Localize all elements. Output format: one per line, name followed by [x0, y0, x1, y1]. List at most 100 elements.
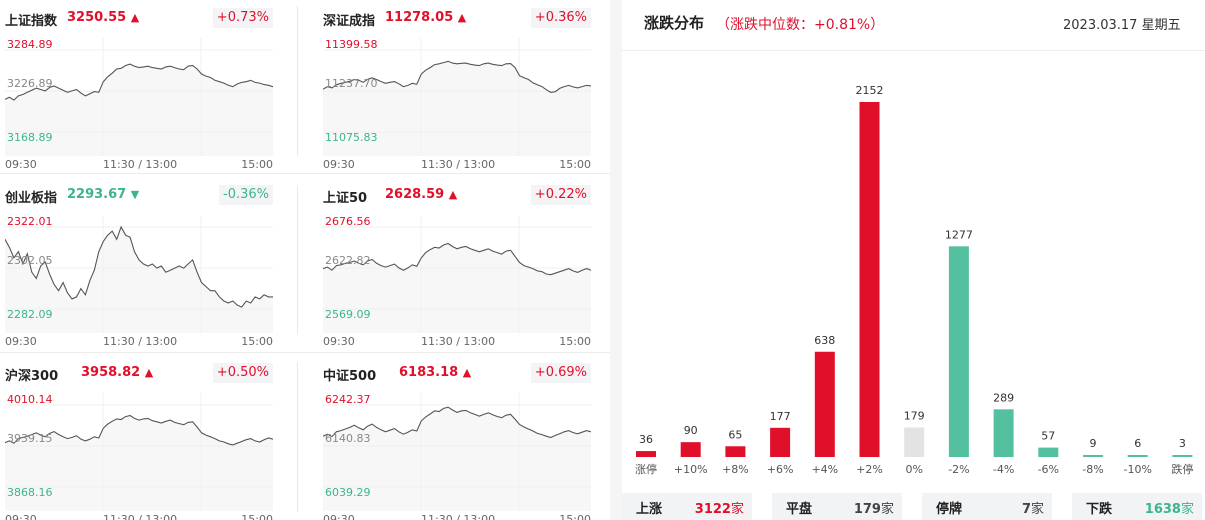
time-close-label: 15:00: [241, 335, 273, 348]
index-name: 中证500: [323, 369, 377, 384]
y-min-label: 3168.89: [7, 131, 53, 144]
distribution-bar: [904, 427, 925, 457]
distribution-bar: [1127, 455, 1148, 457]
y-mid-label: 2302.05: [7, 254, 53, 267]
index-name: 深证成指: [323, 14, 376, 29]
down-arrow-icon: ▼: [130, 188, 140, 201]
time-axis: 09:30 11:30 / 13:00 15:00: [5, 513, 273, 520]
index-card[interactable]: 上证50 2628.59 ▲ +0.22% 2676.56 2622.82 25…: [323, 185, 591, 355]
section-divider: [610, 0, 622, 520]
bar-value-label: 57: [1041, 430, 1055, 443]
time-close-label: 15:00: [559, 158, 591, 171]
index-header: 中证500 6183.18 ▲ +0.69%: [323, 363, 591, 387]
category-label: 涨停: [635, 462, 657, 476]
index-header: 上证50 2628.59 ▲ +0.22%: [323, 185, 591, 209]
summary-suspended-count: 7家: [1021, 502, 1044, 517]
time-axis: 09:30 11:30 / 13:00 15:00: [5, 158, 273, 174]
summary-flat-label: 平盘: [786, 502, 813, 517]
distribution-bar: [680, 442, 701, 457]
category-label: -4%: [993, 463, 1014, 476]
index-change-badge: +0.69%: [530, 363, 591, 383]
time-open-label: 09:30: [323, 335, 355, 348]
bar-value-label: 289: [993, 391, 1014, 404]
y-mid-label: 3939.15: [7, 432, 53, 445]
intraday-line-chart: 4010.14 3939.15 3868.16: [5, 393, 273, 511]
category-label: 0%: [905, 463, 922, 476]
index-card[interactable]: 上证指数 3250.55 ▲ +0.73% 3284.89 3226.89 31…: [5, 8, 273, 178]
category-label: -8%: [1082, 463, 1103, 476]
category-label: +6%: [767, 463, 794, 476]
bar-value-label: 90: [684, 424, 698, 437]
index-change-badge: +0.50%: [212, 363, 273, 383]
intraday-line-chart: 3284.89 3226.89 3168.89: [5, 38, 273, 156]
row-divider: [0, 173, 610, 174]
index-card[interactable]: 沪深300 3958.82 ▲ +0.50% 4010.14 3939.15 3…: [5, 363, 273, 520]
bar-value-label: 638: [814, 334, 835, 347]
index-name: 沪深300: [5, 369, 59, 384]
price-line: [323, 406, 591, 439]
time-open-label: 09:30: [5, 513, 37, 520]
index-value: 3958.82 ▲: [81, 365, 154, 380]
column-divider: [297, 185, 298, 335]
index-card[interactable]: 创业板指 2293.67 ▼ -0.36% 2322.01 2302.05 22…: [5, 185, 273, 355]
time-open-label: 09:30: [5, 158, 37, 171]
y-min-label: 11075.83: [325, 131, 378, 144]
y-mid-label: 2622.82: [325, 254, 371, 267]
price-line: [5, 414, 273, 446]
intraday-line-chart: 11399.58 11237.70 11075.83: [323, 38, 591, 156]
distribution-date: 2023.03.17 星期五: [1063, 18, 1181, 33]
bar-value-label: 2152: [856, 84, 884, 97]
time-axis: 09:30 11:30 / 13:00 15:00: [323, 335, 591, 351]
category-label: -6%: [1038, 463, 1059, 476]
index-header: 上证指数 3250.55 ▲ +0.73%: [5, 8, 273, 32]
index-card[interactable]: 中证500 6183.18 ▲ +0.69% 6242.37 6140.83 6…: [323, 363, 591, 520]
index-change-badge: +0.36%: [530, 8, 591, 28]
price-line: [323, 242, 591, 276]
index-header: 深证成指 11278.05 ▲ +0.36%: [323, 8, 591, 32]
y-min-label: 6039.29: [325, 486, 371, 499]
summary-up-count: 3122家: [694, 502, 744, 517]
time-close-label: 15:00: [241, 158, 273, 171]
time-axis: 09:30 11:30 / 13:00 15:00: [323, 158, 591, 174]
index-name: 上证指数: [5, 14, 58, 29]
bar-value-label: 9: [1090, 437, 1097, 450]
bar-value-label: 36: [639, 433, 653, 446]
time-mid-label: 11:30 / 13:00: [103, 335, 178, 348]
price-line: [5, 63, 273, 101]
column-divider: [297, 362, 298, 512]
category-label: -10%: [1123, 463, 1151, 476]
summary-down: 下跌 1638家: [1072, 493, 1202, 520]
price-area: [323, 407, 591, 511]
up-arrow-icon: ▲: [448, 188, 458, 201]
intraday-line-chart: 2322.01 2302.05 2282.09: [5, 215, 273, 333]
y-min-label: 3868.16: [7, 486, 53, 499]
column-divider: [297, 6, 298, 156]
y-mid-label: 6140.83: [325, 432, 371, 445]
distribution-bar: [859, 102, 880, 457]
distribution-bar: [814, 351, 835, 457]
index-change-badge: -0.36%: [219, 185, 273, 205]
y-max-label: 2322.01: [7, 215, 53, 228]
distribution-title: 涨跌分布: [644, 14, 705, 32]
up-arrow-icon: ▲: [144, 366, 154, 379]
y-min-label: 2282.09: [7, 308, 53, 321]
y-mid-label: 3226.89: [7, 77, 53, 90]
index-value: 2628.59 ▲: [385, 187, 458, 202]
summary-down-label: 下跌: [1086, 502, 1113, 517]
summary-suspended-label: 停牌: [936, 502, 963, 517]
row-divider: [0, 352, 610, 353]
summary-up-label: 上涨: [636, 502, 663, 517]
distribution-bar: [1172, 455, 1193, 457]
y-max-label: 4010.14: [7, 393, 53, 406]
price-area: [5, 64, 273, 156]
index-name: 上证50: [323, 191, 368, 206]
y-max-label: 2676.56: [325, 215, 371, 228]
price-area: [5, 227, 273, 333]
time-axis: 09:30 11:30 / 13:00 15:00: [323, 513, 591, 520]
index-card[interactable]: 深证成指 11278.05 ▲ +0.36% 11399.58 11237.70…: [323, 8, 591, 178]
index-value: 3250.55 ▲: [67, 10, 140, 25]
bar-value-label: 179: [904, 409, 925, 422]
summary-flat: 平盘 179家: [772, 493, 902, 520]
distribution-bar: [725, 446, 746, 457]
index-name: 创业板指: [5, 191, 58, 206]
